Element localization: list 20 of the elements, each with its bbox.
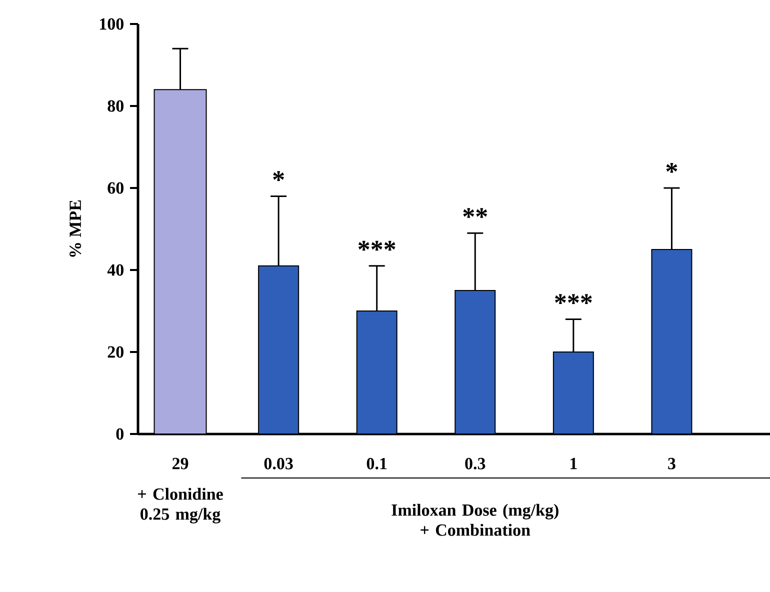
annotation: *** <box>555 294 592 304</box>
annotation: ** <box>463 208 488 218</box>
y-tick-label: 100 <box>100 18 124 30</box>
annotation: *** <box>358 240 396 251</box>
text: Imiloxan Dose (mg/kg) + Combination <box>392 504 558 536</box>
x-tick-label: 0.3 <box>465 458 486 470</box>
y-tick-label: 60 <box>108 182 124 194</box>
x-tick-label: 0.1 <box>366 458 387 470</box>
y-tick-label: 0 <box>116 428 124 440</box>
annotation: * <box>273 171 284 181</box>
x-tick-label: 0.03 <box>264 458 293 470</box>
x-tick-label: 29 <box>172 458 188 470</box>
y-tick-label: 40 <box>107 264 124 276</box>
text: + Clonidine 0.25 mg/kg <box>138 488 223 524</box>
x-tick-label: 1 <box>570 458 577 470</box>
y-tick-label: 20 <box>108 346 124 358</box>
y-axis-title: % MPE <box>70 200 82 257</box>
x-tick-label: 3 <box>668 458 676 470</box>
annotation: * <box>666 162 678 173</box>
y-tick-label: 80 <box>108 100 124 112</box>
